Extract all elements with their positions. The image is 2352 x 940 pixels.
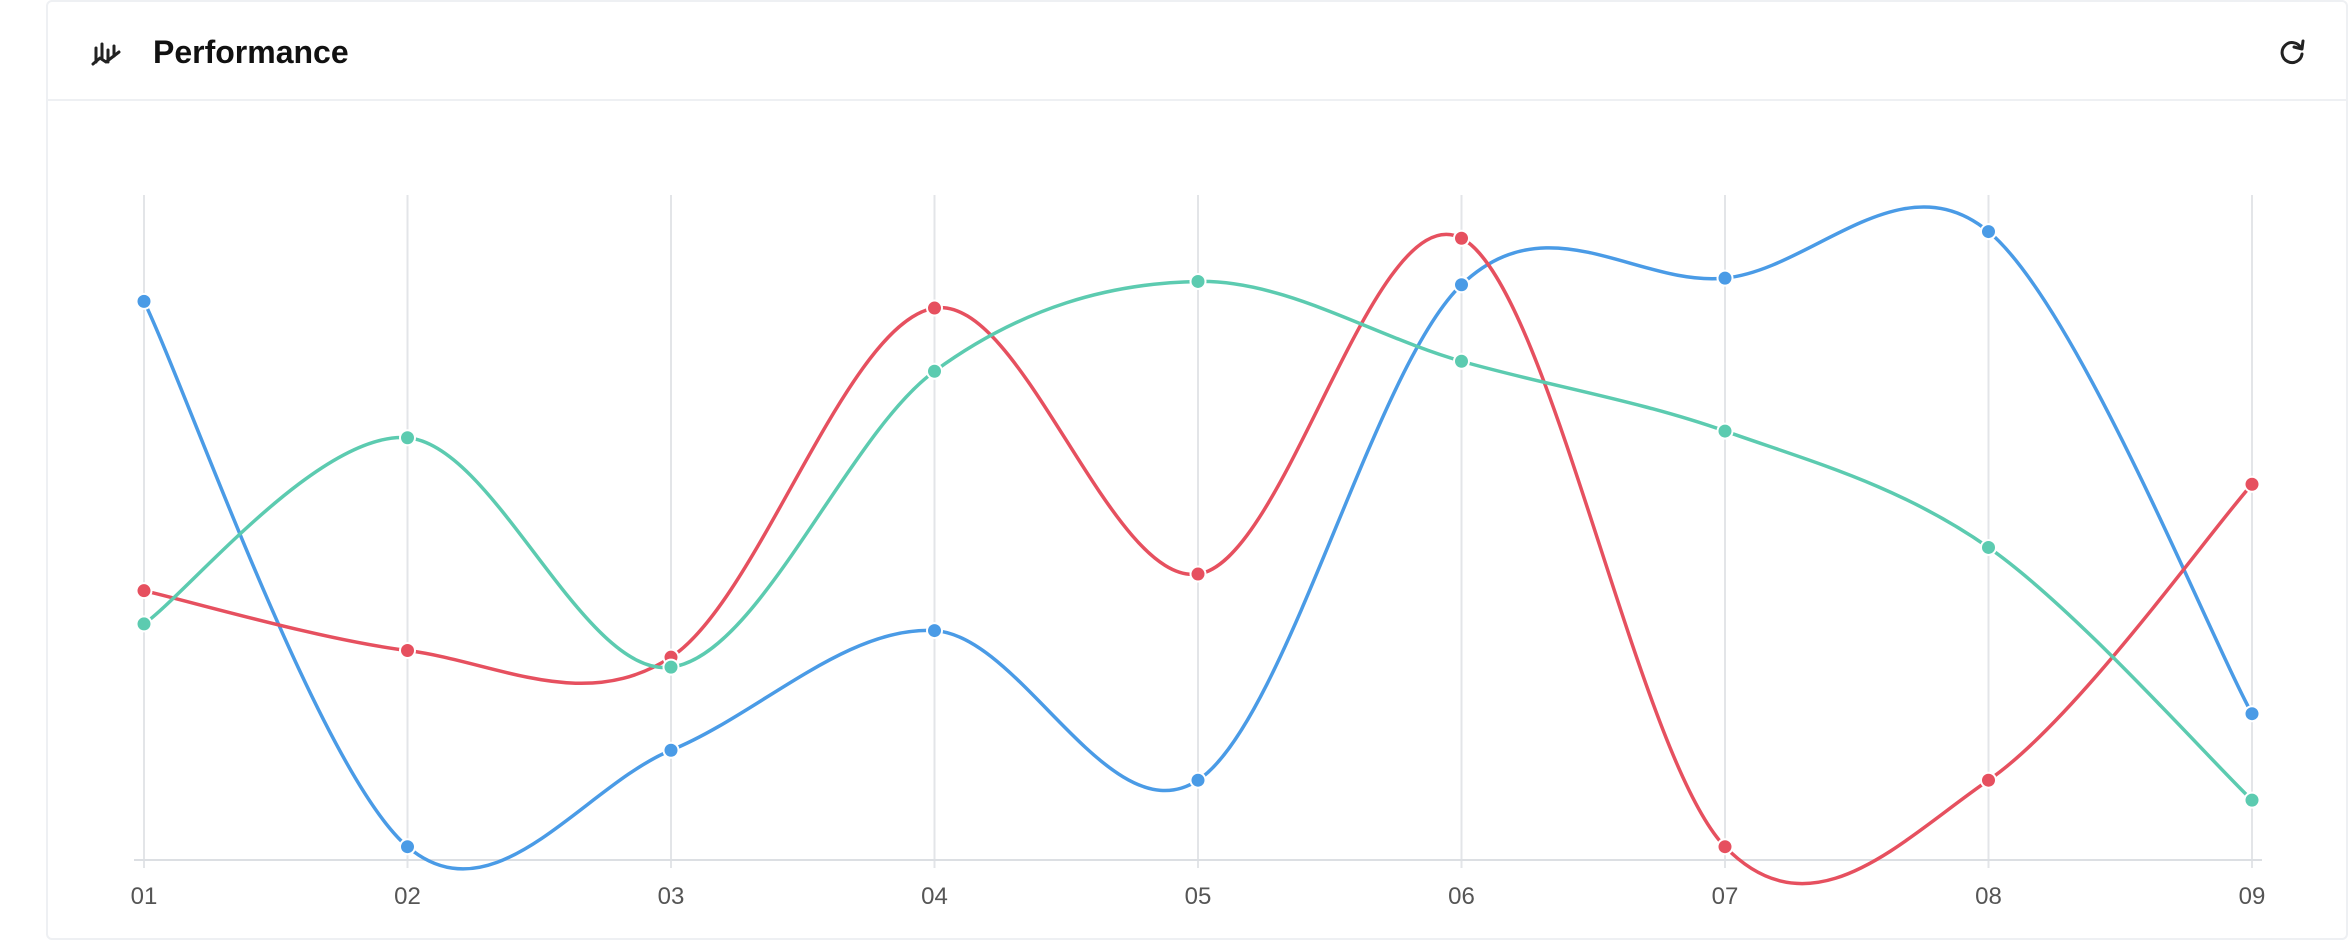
series-2-point-06[interactable] [1453, 229, 1470, 247]
series-line-3 [142, 279, 2254, 802]
bar-chart-icon [91, 42, 121, 66]
x-tick-label: 09 [2239, 883, 2266, 910]
series-1-point-07[interactable] [1716, 269, 1734, 287]
series-2-point-01[interactable] [135, 582, 153, 600]
series-1-point-05[interactable] [1189, 771, 1207, 789]
series-2-point-08[interactable] [1980, 771, 1997, 789]
series-3-point-08[interactable] [1980, 538, 1997, 556]
series-1-point-03[interactable] [662, 741, 680, 759]
series-line-2 [143, 232, 2254, 886]
series-3-point-06[interactable] [1453, 352, 1470, 370]
x-tick-label: 03 [658, 883, 685, 910]
series-1-point-01[interactable] [135, 292, 153, 310]
series-3-point-05[interactable] [1189, 272, 1207, 290]
series-3-point-03[interactable] [662, 658, 680, 676]
series-1-point-02[interactable] [399, 838, 416, 856]
series-1-point-04[interactable] [926, 622, 943, 640]
series-1-point-08[interactable] [1980, 223, 1997, 241]
series-2-point-07[interactable] [1716, 838, 1734, 856]
point-layer [135, 223, 2261, 856]
x-tick-label: 08 [1975, 883, 2002, 910]
x-tick-label: 05 [1185, 883, 1212, 910]
series-3-point-07[interactable] [1716, 422, 1734, 440]
series-3-point-01[interactable] [135, 615, 153, 633]
series-2-point-02[interactable] [399, 642, 416, 660]
tick-label-layer: 01 02 03 04 05 06 07 08 09 [131, 883, 2266, 910]
series-2-point-05[interactable] [1189, 565, 1207, 583]
refresh-icon[interactable] [2274, 34, 2310, 70]
series-2-point-09[interactable] [2243, 475, 2261, 493]
series-3-point-04[interactable] [926, 362, 943, 380]
card-header: Performance [48, 2, 2346, 101]
series-1-point-09[interactable] [2243, 705, 2261, 723]
series-3-point-09[interactable] [2243, 791, 2261, 809]
grid-layer [134, 195, 2262, 868]
x-tick-label: 07 [1712, 883, 1739, 910]
x-tick-label: 02 [394, 883, 421, 910]
x-tick-label: 04 [921, 883, 948, 910]
x-tick-label: 06 [1448, 883, 1475, 910]
series-2-point-04[interactable] [926, 299, 943, 317]
series-3-point-02[interactable] [399, 429, 416, 447]
x-tick-label: 01 [131, 883, 158, 910]
series-1-point-06[interactable] [1453, 276, 1470, 294]
card-title: Performance [153, 34, 349, 70]
